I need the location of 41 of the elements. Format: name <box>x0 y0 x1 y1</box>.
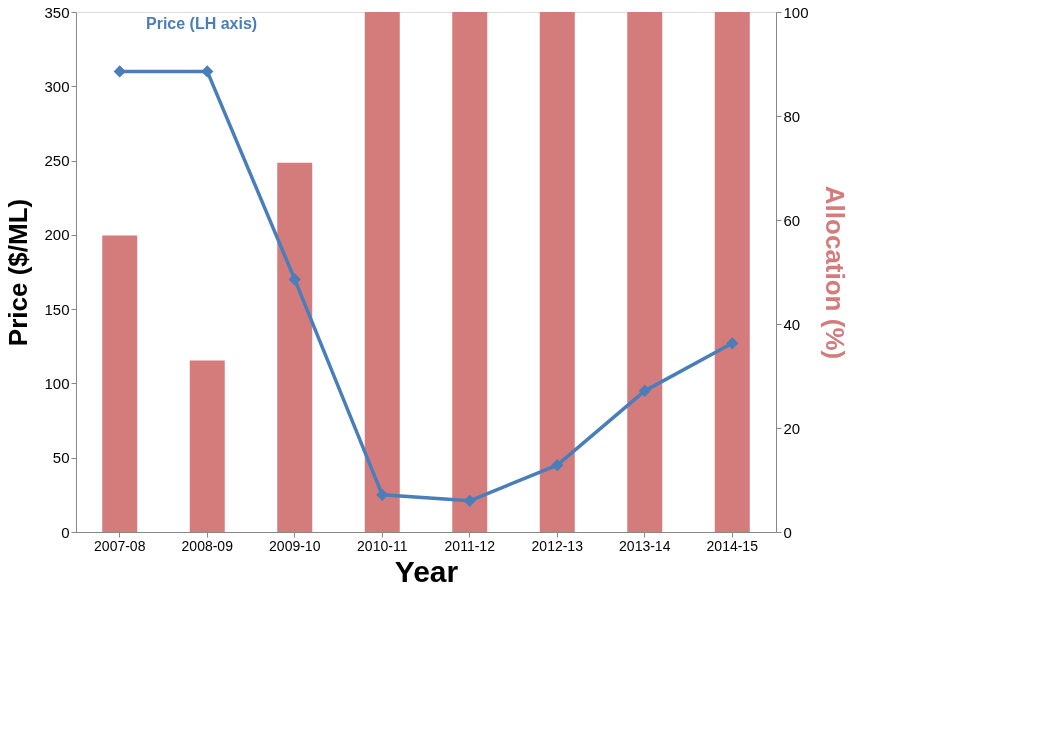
point <box>201 65 214 78</box>
bar <box>277 162 313 532</box>
bar <box>364 12 400 532</box>
bar <box>627 12 663 532</box>
y2-tick-label: 60 <box>783 211 801 229</box>
y-tick-label: 250 <box>44 152 70 170</box>
x-tick-label: 2010-11 <box>357 537 408 554</box>
y2-tick-label: 100 <box>783 3 809 21</box>
x-axis-title: Year <box>394 554 459 588</box>
bar <box>189 360 225 532</box>
y-tick-label: 350 <box>44 3 70 21</box>
y-tick-label: 50 <box>52 449 70 467</box>
point <box>376 488 389 501</box>
y2-tick-label: 80 <box>783 107 801 125</box>
y2-axis-title: Allocation (%) <box>819 185 850 360</box>
x-tick-label: 2011-12 <box>444 537 496 554</box>
x-tick-label: 2014-15 <box>706 537 759 554</box>
x-tick-label: 2008-09 <box>181 537 234 554</box>
x-tick-label: 2009-10 <box>269 537 321 554</box>
bar <box>452 12 488 532</box>
y2-tick-label: 0 <box>783 523 792 541</box>
point <box>288 273 301 286</box>
bar <box>539 12 575 532</box>
point <box>726 337 739 350</box>
y2-tick-label: 40 <box>783 315 801 333</box>
x-tick-label: 2013-14 <box>619 537 671 554</box>
x-tick-label: 2007-08 <box>94 537 146 554</box>
y-tick-label: 150 <box>44 300 70 318</box>
text: Price (LH axis) <box>146 15 258 32</box>
point <box>113 65 126 78</box>
y2-tick-label: 20 <box>783 419 801 437</box>
y-tick-label: 200 <box>44 226 70 244</box>
bar <box>714 12 750 532</box>
y-tick-label: 0 <box>61 523 70 541</box>
bar <box>102 235 138 532</box>
point <box>638 384 651 397</box>
y-tick-label: 100 <box>44 374 70 392</box>
x-tick-label: 2012-13 <box>531 537 584 554</box>
y-tick-label: 300 <box>44 77 70 95</box>
point <box>551 459 564 472</box>
y-axis-title: Price ($/ML) <box>3 198 34 347</box>
